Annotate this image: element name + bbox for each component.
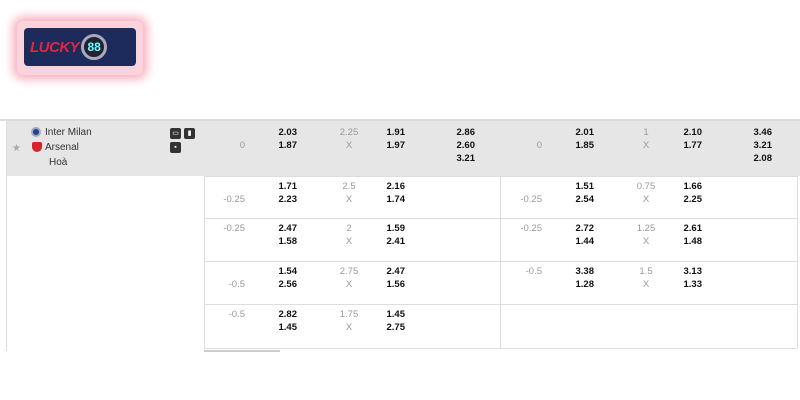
- divider: [797, 176, 798, 348]
- away-odds[interactable]: 2.56: [278, 279, 298, 290]
- favorite-star-icon[interactable]: ★: [12, 143, 21, 154]
- match-main-row: [7, 121, 800, 176]
- over-odds[interactable]: 2.61: [683, 223, 703, 234]
- x-label: X: [345, 140, 353, 151]
- inter-milan-crest-icon: [31, 127, 41, 137]
- handicap-value: -0.25: [223, 223, 245, 234]
- handicap-value: -0.25: [520, 223, 542, 234]
- handicap-value: -0.25: [223, 194, 245, 205]
- away-odds[interactable]: 2.23: [278, 194, 298, 205]
- over-under-line: 2.75: [339, 266, 359, 277]
- 1x2-odds[interactable]: 2.08: [753, 153, 773, 164]
- handicap-value: 0: [239, 140, 245, 151]
- under-odds[interactable]: 1.56: [386, 279, 406, 290]
- away-odds[interactable]: 1.87: [278, 140, 298, 151]
- lucky88-logo[interactable]: LUCKY 88: [17, 21, 143, 75]
- handicap-value: -0.5: [228, 279, 245, 290]
- handicap-value: -0.5: [525, 266, 542, 277]
- away-odds[interactable]: 1.45: [278, 322, 298, 333]
- 1x2-odds[interactable]: 2.86: [456, 127, 476, 138]
- home-odds[interactable]: 2.72: [575, 223, 595, 234]
- under-odds[interactable]: 2.75: [386, 322, 406, 333]
- divider: [6, 121, 7, 351]
- x-label: X: [345, 236, 353, 247]
- 1x2-odds[interactable]: 3.21: [753, 140, 773, 151]
- over-under-line: 1: [643, 127, 649, 138]
- logo-badge: 88: [81, 34, 108, 60]
- divider: [204, 348, 797, 349]
- x-label: X: [642, 279, 650, 290]
- over-under-line: 2.5: [342, 181, 356, 192]
- home-odds[interactable]: 1.51: [575, 181, 595, 192]
- 1x2-odds[interactable]: 3.46: [753, 127, 773, 138]
- over-odds[interactable]: 3.13: [683, 266, 703, 277]
- under-odds[interactable]: 2.25: [683, 194, 703, 205]
- over-under-line: 1.75: [339, 309, 359, 320]
- lineup-icon[interactable]: ▪: [170, 142, 181, 153]
- over-odds[interactable]: 1.91: [386, 127, 406, 138]
- home-odds[interactable]: 3.38: [575, 266, 595, 277]
- over-odds[interactable]: 2.47: [386, 266, 406, 277]
- home-odds[interactable]: 1.54: [278, 266, 298, 277]
- x-label: X: [345, 279, 353, 290]
- away-team[interactable]: Arsenal: [45, 142, 79, 153]
- over-odds[interactable]: 1.45: [386, 309, 406, 320]
- divider: [0, 119, 800, 121]
- over-under-line: 1.25: [636, 223, 656, 234]
- over-under-line: 0.75: [636, 181, 656, 192]
- draw-label: Hoà: [49, 157, 68, 168]
- home-odds[interactable]: 2.47: [278, 223, 298, 234]
- home-odds[interactable]: 2.01: [575, 127, 595, 138]
- arsenal-crest-icon: [32, 142, 42, 152]
- over-under-line: 2: [346, 223, 352, 234]
- handicap-value: -0.5: [228, 309, 245, 320]
- x-label: X: [642, 194, 650, 205]
- over-odds[interactable]: 2.10: [683, 127, 703, 138]
- home-odds[interactable]: 1.71: [278, 181, 298, 192]
- x-label: X: [642, 236, 650, 247]
- over-odds[interactable]: 2.16: [386, 181, 406, 192]
- away-odds[interactable]: 2.54: [575, 194, 595, 205]
- 1x2-odds[interactable]: 2.60: [456, 140, 476, 151]
- x-label: X: [345, 194, 353, 205]
- logo-text: LUCKY: [30, 38, 80, 56]
- under-odds[interactable]: 1.48: [683, 236, 703, 247]
- divider: [204, 176, 205, 348]
- under-odds[interactable]: 1.77: [683, 140, 703, 151]
- home-team[interactable]: Inter Milan: [45, 127, 92, 138]
- handicap-value: -0.25: [520, 194, 542, 205]
- divider: [500, 176, 501, 348]
- scroll-indicator[interactable]: [204, 350, 280, 352]
- home-odds[interactable]: 2.03: [278, 127, 298, 138]
- x-label: X: [345, 322, 353, 333]
- over-under-line: 2.25: [339, 127, 359, 138]
- over-odds[interactable]: 1.66: [683, 181, 703, 192]
- handicap-value: 0: [536, 140, 542, 151]
- under-odds[interactable]: 1.97: [386, 140, 406, 151]
- under-odds[interactable]: 1.74: [386, 194, 406, 205]
- under-odds[interactable]: 1.33: [683, 279, 703, 290]
- home-odds[interactable]: 2.82: [278, 309, 298, 320]
- away-odds[interactable]: 1.44: [575, 236, 595, 247]
- stats-icon[interactable]: ▮: [184, 128, 195, 139]
- x-label: X: [642, 140, 650, 151]
- over-under-line: 1.5: [639, 266, 653, 277]
- 1x2-odds[interactable]: 3.21: [456, 153, 476, 164]
- over-odds[interactable]: 1.59: [386, 223, 406, 234]
- under-odds[interactable]: 2.41: [386, 236, 406, 247]
- away-odds[interactable]: 1.28: [575, 279, 595, 290]
- away-odds[interactable]: 1.85: [575, 140, 595, 151]
- monitor-icon[interactable]: ▭: [170, 128, 181, 139]
- away-odds[interactable]: 1.58: [278, 236, 298, 247]
